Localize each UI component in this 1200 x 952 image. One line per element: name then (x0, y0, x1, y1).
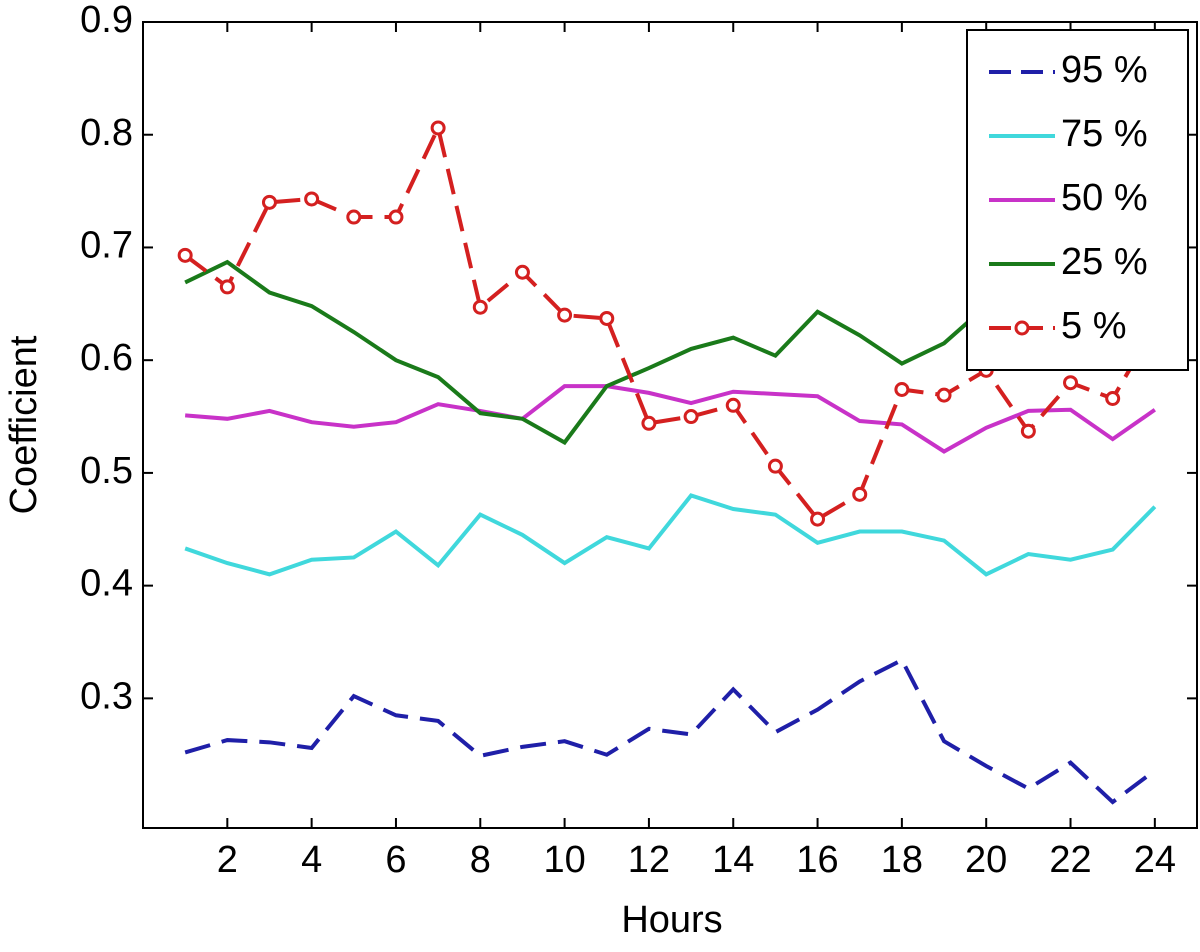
legend-label: 50 % (1061, 177, 1148, 219)
series-marker (810, 511, 826, 527)
legend-label: 5 % (1061, 305, 1126, 347)
x-tick-label: 24 (1134, 839, 1176, 881)
y-tick-label: 0.9 (80, 0, 133, 41)
series-marker (767, 458, 783, 474)
series-marker (304, 191, 320, 207)
series-marker (641, 415, 657, 431)
x-axis-label: Hours (621, 899, 722, 941)
series-marker (1020, 423, 1036, 439)
x-tick-label: 8 (470, 839, 491, 881)
x-tick-label: 18 (881, 839, 923, 881)
x-tick-label: 22 (1049, 839, 1091, 881)
x-tick-label: 12 (628, 839, 670, 881)
series-marker (725, 397, 741, 413)
series-marker (219, 279, 235, 295)
y-tick-label: 0.6 (80, 337, 133, 379)
legend-label: 25 % (1061, 241, 1148, 283)
series-marker (894, 381, 910, 397)
series-marker (1105, 391, 1121, 407)
y-tick-label: 0.7 (80, 224, 133, 266)
series-marker (388, 209, 404, 225)
y-tick-label: 0.4 (80, 563, 133, 605)
x-tick-label: 14 (712, 839, 754, 881)
x-tick-label: 4 (301, 839, 322, 881)
series-marker (852, 486, 868, 502)
y-tick-label: 0.5 (80, 450, 133, 492)
series-marker (683, 409, 699, 425)
series-marker (261, 194, 277, 210)
x-tick-label: 16 (796, 839, 838, 881)
x-tick-label: 20 (965, 839, 1007, 881)
series-marker (1063, 375, 1079, 391)
series-marker (430, 120, 446, 136)
series-marker (514, 264, 530, 280)
y-tick-label: 0.8 (80, 112, 133, 154)
series-marker (177, 247, 193, 263)
x-tick-label: 6 (385, 839, 406, 881)
series-marker (346, 209, 362, 225)
series-marker (557, 307, 573, 323)
legend: 95 % 75 % 50 % 25 % 5 % (966, 29, 1189, 371)
legend-label: 75 % (1061, 113, 1148, 155)
x-tick-label: 10 (543, 839, 585, 881)
series-line (184, 493, 1157, 577)
series-line (183, 121, 1157, 522)
series-marker (599, 310, 615, 326)
legend-label: 95 % (1061, 49, 1148, 91)
y-axis-label: Coefficient (3, 335, 45, 514)
series-marker (936, 387, 952, 403)
series-line (184, 657, 1157, 805)
series-line (185, 384, 1156, 454)
y-tick-label: 0.3 (80, 675, 133, 717)
x-tick-label: 2 (217, 839, 238, 881)
series-marker (472, 299, 488, 315)
legend-marker (1014, 320, 1030, 336)
